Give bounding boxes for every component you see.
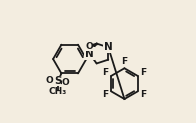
Text: N: N [104,42,113,52]
Text: O: O [46,76,54,85]
Text: CH₃: CH₃ [49,87,67,96]
Text: F: F [121,57,128,66]
Text: N: N [85,48,94,59]
Text: F: F [102,90,108,99]
Text: F: F [141,90,147,99]
Text: F: F [141,68,147,77]
Text: O: O [85,42,93,51]
Text: O: O [62,78,70,87]
Text: F: F [102,68,108,77]
Text: S: S [54,76,62,86]
